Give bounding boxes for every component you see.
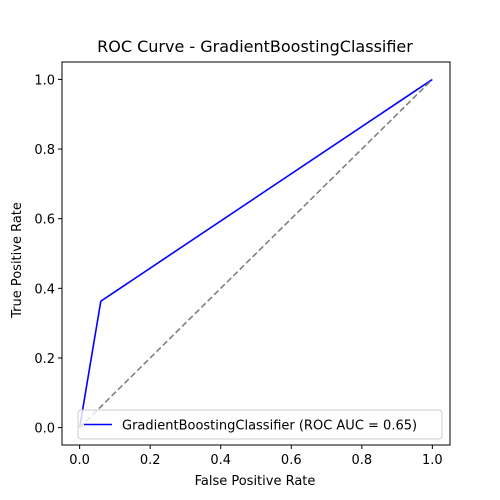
y-tick-label: 0.2	[34, 352, 55, 367]
y-axis-label: True Positive Rate	[10, 202, 25, 319]
chart-title: ROC Curve - GradientBoostingClassifier	[97, 37, 413, 56]
x-tick-label: 0.0	[69, 453, 90, 468]
x-tick-label: 0.4	[210, 453, 231, 468]
y-tick-label: 0.4	[34, 282, 55, 297]
y-tick-label: 0.0	[34, 422, 55, 437]
y-tick-label: 1.0	[34, 73, 55, 88]
x-tick-label: 0.2	[140, 453, 161, 468]
reference-diagonal-line	[80, 79, 433, 427]
x-axis-label: False Positive Rate	[195, 474, 316, 489]
legend-entry-label: GradientBoostingClassifier (ROC AUC = 0.…	[122, 419, 417, 434]
x-tick-label: 0.8	[351, 453, 372, 468]
x-tick-label: 1.0	[422, 453, 443, 468]
y-tick-label: 0.6	[34, 213, 55, 228]
x-tick-label: 0.6	[281, 453, 302, 468]
plot-area: 0.0 0.2 0.4 0.6 0.8 1.0 0.0 0.2 0.4 0.6 0.8 1.0	[34, 62, 450, 468]
legend: GradientBoostingClassifier (ROC AUC = 0.…	[78, 410, 442, 439]
y-tick-label: 0.8	[34, 143, 55, 158]
